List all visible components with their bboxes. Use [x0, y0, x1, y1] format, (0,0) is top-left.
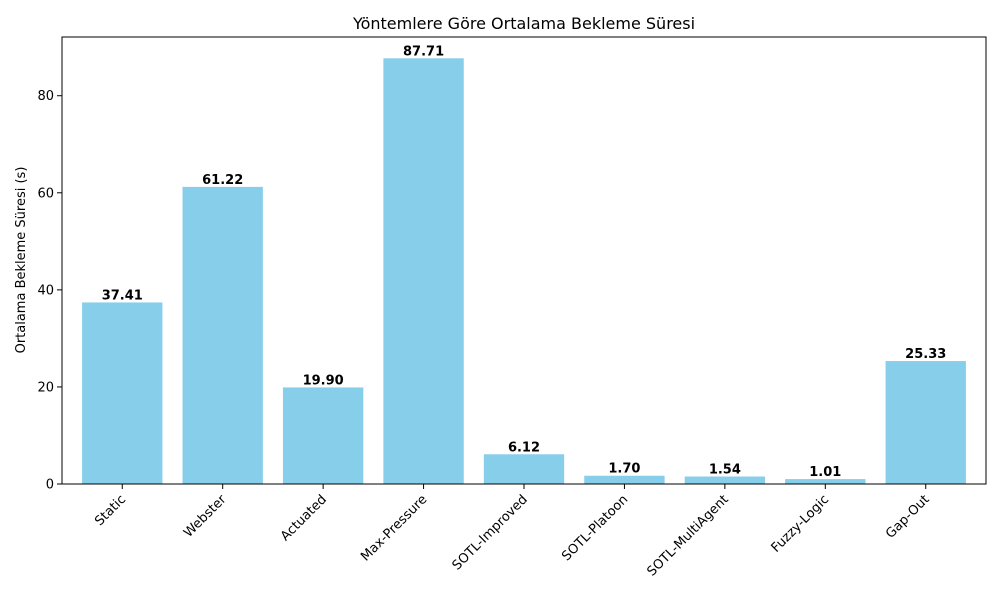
bar-actuated [282, 387, 364, 484]
y-tick-label: 0 [46, 478, 54, 493]
bar-value-label: 1.01 [809, 465, 841, 480]
bar-webster [182, 186, 263, 485]
y-tick-label: 60 [37, 186, 54, 201]
y-tick-label: 80 [37, 89, 54, 104]
bar-sotl-improved [483, 454, 565, 484]
x-tick-label: SOTL-Platoon [559, 492, 631, 564]
x-tick-label: Fuzzy-Logic [769, 492, 832, 555]
x-tick-label: Max-Pressure [358, 492, 430, 564]
bar-gap-out [885, 361, 966, 484]
bar-value-label: 87.71 [403, 44, 444, 59]
plot-frame [61, 36, 987, 485]
x-tick-label: Gap-Out [883, 492, 932, 541]
bar-value-label: 25.33 [905, 347, 946, 362]
bar-sotl-platoon [584, 475, 665, 484]
x-tick-label: SOTL-Improved [450, 492, 531, 573]
y-tick-label: 40 [37, 283, 54, 298]
bar-sotl-multiagent [684, 476, 766, 484]
bar-value-label: 1.54 [709, 463, 741, 478]
bar-labels-group: 37.41 61.22 19.90 87.71 6.12 1.70 1.54 1.01 25.3… [102, 44, 947, 480]
bar-max-pressure [383, 58, 464, 484]
x-tick-label: SOTL-MultiAgent [644, 492, 731, 579]
bar-value-label: 19.90 [303, 373, 344, 388]
chart-title: Yöntemlere Göre Ortalama Bekleme Süresi [352, 14, 695, 33]
bar-value-label: 61.22 [202, 173, 243, 188]
bar-static [82, 302, 163, 484]
bar-value-label: 1.70 [608, 462, 640, 477]
y-axis-label: Ortalama Bekleme Süresi (s) [14, 167, 29, 354]
bars-group [82, 58, 966, 485]
y-axis: 0 20 40 60 80 [37, 89, 62, 493]
x-tick-label: Static [92, 492, 129, 529]
bar-fuzzy-logic [785, 479, 866, 484]
x-axis: Static Webster Actuated Max-Pressure SOTL-Im… [92, 484, 933, 579]
x-tick-label: Actuated [278, 492, 330, 544]
bar-value-label: 37.41 [102, 288, 143, 303]
bar-value-label: 6.12 [508, 440, 540, 455]
x-tick-label: Webster [181, 492, 230, 541]
y-tick-label: 20 [37, 380, 54, 395]
